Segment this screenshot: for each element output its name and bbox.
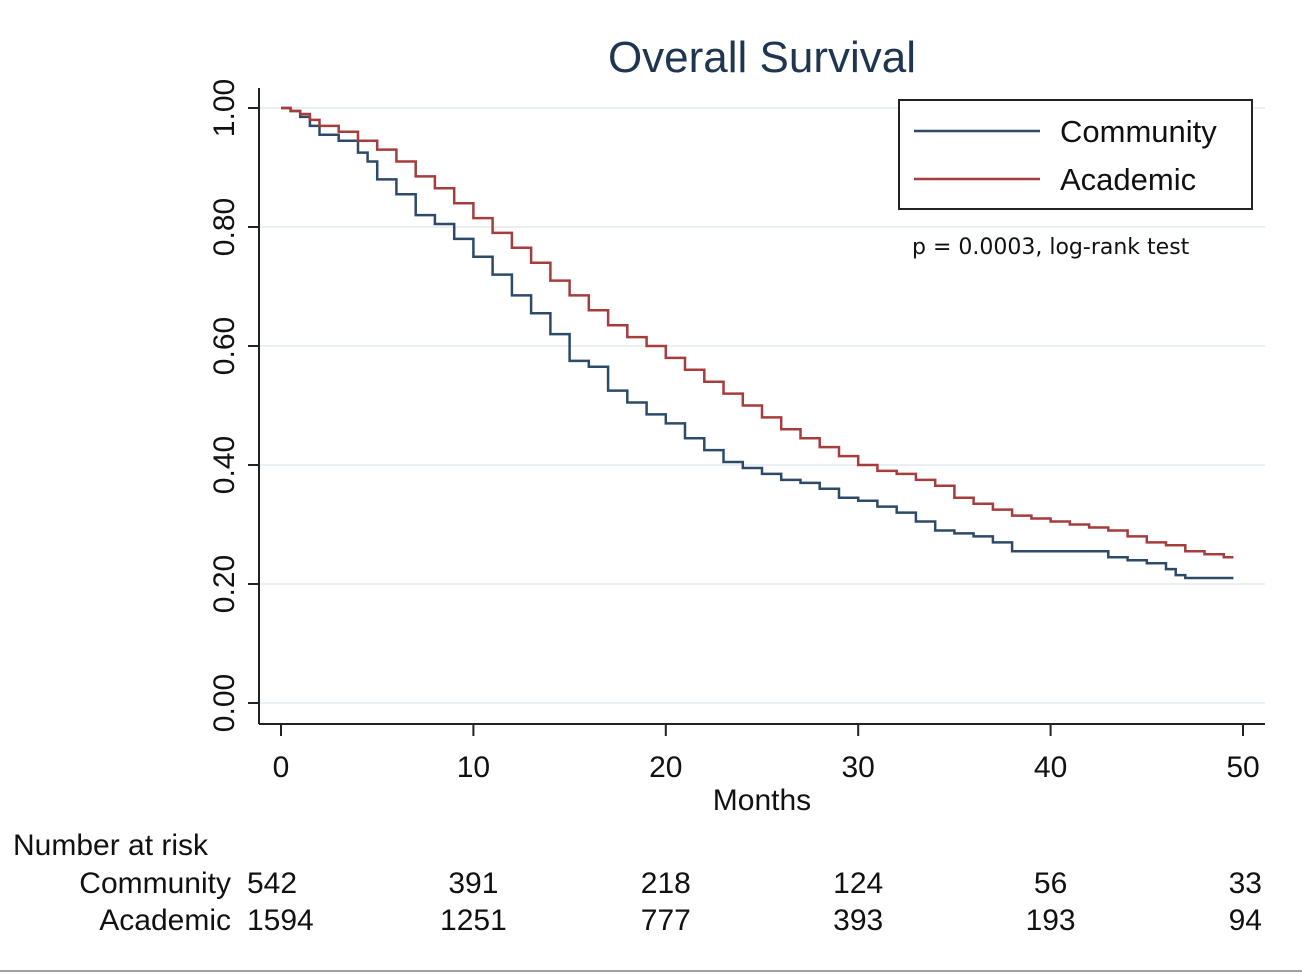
legend-box xyxy=(898,99,1253,210)
legend-label-academic: Academic xyxy=(1060,162,1196,197)
chart-title: Overall Survival xyxy=(608,33,916,82)
series-lines xyxy=(281,106,1234,580)
y-tick-label-2: 0.40 xyxy=(208,436,241,494)
risk-value-community-4: 56 xyxy=(1034,867,1067,900)
risk-table-header: Number at risk xyxy=(13,829,209,862)
bottom-divider xyxy=(0,970,1302,972)
risk-value-community-5: 33 xyxy=(1229,867,1262,900)
risk-value-community-1: 391 xyxy=(448,867,498,900)
y-tick-label-5: 1.00 xyxy=(208,79,241,137)
risk-table: Number at risk Community Academic 542 391… xyxy=(13,829,1262,937)
y-tick-label-3: 0.60 xyxy=(208,317,241,375)
risk-value-academic-2: 777 xyxy=(641,904,691,937)
series-line-academic xyxy=(281,106,1234,559)
risk-value-academic-0: 1594 xyxy=(247,904,314,937)
x-tick-label-4: 40 xyxy=(1034,751,1067,784)
series-line-community xyxy=(281,106,1234,580)
risk-value-community-3: 124 xyxy=(833,867,883,900)
x-tick-label-2: 20 xyxy=(649,751,682,784)
x-tick-label-5: 50 xyxy=(1226,751,1259,784)
x-tick-label-0: 0 xyxy=(273,751,290,784)
y-tick-label-1: 0.20 xyxy=(208,555,241,613)
y-tick-label-0: 0.00 xyxy=(208,674,241,732)
p-value-annotation: p = 0.0003, log-rank test xyxy=(912,235,1190,260)
axes: 0.00 0.20 0.40 0.60 0.80 1.00 0 10 20 30 40 50 xyxy=(208,79,1265,784)
risk-row-label-academic: Academic xyxy=(99,904,231,937)
risk-value-community-0: 542 xyxy=(247,867,297,900)
risk-value-academic-1: 1251 xyxy=(440,904,507,937)
x-axis-label: Months xyxy=(713,784,811,817)
x-tick-label-1: 10 xyxy=(457,751,490,784)
risk-row-label-community: Community xyxy=(79,867,231,900)
x-tick-label-3: 30 xyxy=(842,751,875,784)
y-tick-label-4: 0.80 xyxy=(208,198,241,256)
risk-values: 542 391 218 124 56 33 1594 1251 777 393 193 94 xyxy=(247,867,1262,937)
risk-value-academic-5: 94 xyxy=(1229,904,1262,937)
legend-label-community: Community xyxy=(1060,114,1217,149)
risk-value-academic-4: 193 xyxy=(1026,904,1076,937)
legend: Community Academic xyxy=(898,99,1253,210)
risk-value-academic-3: 393 xyxy=(833,904,883,937)
risk-value-community-2: 218 xyxy=(641,867,691,900)
